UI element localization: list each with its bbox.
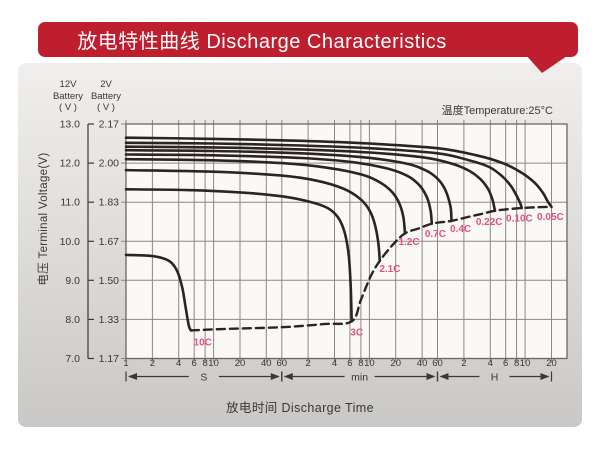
x-axis-title: 放电时间 Discharge Time <box>226 401 374 415</box>
x-tick-label: 10 <box>208 358 219 369</box>
curve-cutoff-line <box>189 205 553 332</box>
y-tick-12v: 10.0 <box>60 236 81 248</box>
x-tick-label: 8 <box>514 358 519 369</box>
x-tick-label: 4 <box>488 358 493 369</box>
x-tick-label: 10 <box>520 358 531 369</box>
temperature-label: 温度Temperature:25°C <box>441 105 553 117</box>
y-tick-12v: 12.0 <box>60 158 81 170</box>
curve-label-2.1C: 2.1C <box>379 264 400 275</box>
x-tick-labels: 1 2 4 6 8 10 20 40 60 2 4 6 8 10 20 40 60 2 4 6 8 10 20 <box>123 358 556 369</box>
x-tick-label: 6 <box>192 358 197 369</box>
x-tick-label: 2 <box>305 358 310 369</box>
y-tick-2v: 2.00 <box>99 158 120 170</box>
x-tick-label: 4 <box>176 358 181 369</box>
y-tick-2v: 1.50 <box>99 275 120 287</box>
x-tick-label: 20 <box>390 358 401 369</box>
arrow-left-icon <box>128 373 137 380</box>
arrow-left-icon <box>439 373 449 380</box>
title-banner: 放电特性曲线 Discharge Characteristics <box>38 22 578 57</box>
curve-0.10C <box>124 141 524 210</box>
plot-border <box>125 123 568 360</box>
x-tick-label: 20 <box>235 358 246 369</box>
arrow-left-icon <box>283 373 293 380</box>
discharge-chart: 1 2 4 6 8 10 20 40 60 2 4 6 8 10 20 40 60 2 4 6 8 10 20S min H13… <box>60 119 568 384</box>
x-tick-label: 4 <box>332 358 337 369</box>
unit-label: S <box>200 372 207 384</box>
x-tick-label: 2 <box>461 358 466 369</box>
x-tick-label: 40 <box>417 358 428 369</box>
arrow-right-icon <box>426 373 436 380</box>
x-tick-label: 2 <box>150 358 155 369</box>
y-tick-12v: 8.0 <box>65 314 80 326</box>
x-tick-label: 1 <box>123 358 128 369</box>
curve-10C <box>124 253 193 332</box>
curve-0.22C <box>124 145 497 213</box>
y-tick-12v: 13.0 <box>60 119 81 131</box>
curve-label-0.10C: 0.10C <box>506 213 533 224</box>
y-tick-2v: 1.83 <box>99 197 120 209</box>
y-axis-scales: 13.0 2.17 12.0 2.00 11.0 1.83 10.0 1.67 9.0 1.50 8… <box>60 119 120 366</box>
y-tick-2v: 1.17 <box>99 353 120 365</box>
arrow-right-icon <box>540 373 550 380</box>
x-tick-label: 60 <box>277 358 288 369</box>
y-tick-2v: 1.67 <box>99 236 120 248</box>
unit-label: H <box>491 372 499 384</box>
x-tick-label: 8 <box>358 358 363 369</box>
curve-2.1C <box>124 168 382 263</box>
curves <box>124 136 553 332</box>
x-tick-label: 6 <box>503 358 508 369</box>
curve-label-0.7C: 0.7C <box>425 229 446 240</box>
x-tick-label: 60 <box>432 358 443 369</box>
curve-3C <box>124 188 353 323</box>
curve-label-10C: 10C <box>194 338 212 349</box>
y-tick-12v: 7.0 <box>65 353 80 365</box>
curve-label-0.05C: 0.05C <box>537 212 564 223</box>
curve-label-3C: 3C <box>350 327 363 338</box>
curve-0.4C <box>124 148 453 223</box>
y-tick-12v: 9.0 <box>65 275 80 287</box>
page-title: 放电特性曲线 Discharge Characteristics <box>77 31 447 53</box>
curve-label-0.4C: 0.4C <box>450 224 471 235</box>
y-tick-2v: 2.17 <box>99 119 120 131</box>
grid <box>121 120 567 363</box>
x-tick-label: 8 <box>202 358 207 369</box>
y-axis-header-12v: 12V Battery ( V ) <box>52 79 84 114</box>
x-tick-label: 10 <box>364 358 375 369</box>
x-tick-label: 6 <box>347 358 352 369</box>
arrow-right-icon <box>270 373 280 380</box>
y-tick-12v: 11.0 <box>60 197 80 209</box>
unit-label: min <box>351 372 368 384</box>
x-tick-label: 20 <box>546 358 557 369</box>
chart-panel: 12V Battery ( V ) 2V Battery ( V ) 电压 Te… <box>18 63 582 427</box>
curve-0.05C <box>124 136 553 209</box>
curve-1.2C <box>124 157 407 235</box>
x-tick-label: 40 <box>261 358 272 369</box>
curve-label-1.2C: 1.2C <box>398 237 419 248</box>
y-tick-2v: 1.33 <box>99 314 120 326</box>
curve-0.7C <box>124 153 434 225</box>
curve-label-0.22C: 0.22C <box>476 217 503 228</box>
y-axis-header-2v: 2V Battery ( V ) <box>90 79 122 114</box>
